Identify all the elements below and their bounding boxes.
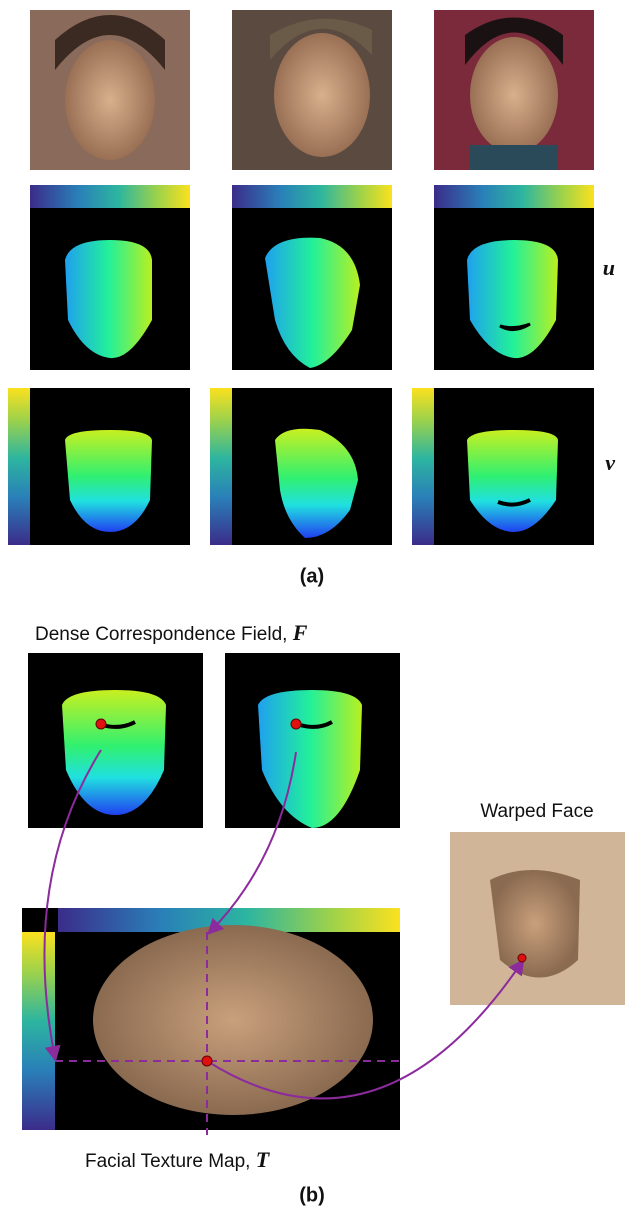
figure: u v (a) Dense Correspondence Field, F Wa… <box>0 0 625 1214</box>
row-label: u <box>603 255 615 280</box>
warped-face <box>450 832 625 1005</box>
texture-map <box>22 908 400 1135</box>
texture-caption: Facial Texture Map, T <box>85 1147 271 1172</box>
photos <box>30 10 594 170</box>
field-title: Dense Correspondence Field, F <box>35 620 308 645</box>
v-maps <box>8 388 594 545</box>
caption: (b) <box>299 1184 325 1206</box>
caption: (a) <box>300 565 324 587</box>
warped-title: Warped Face <box>480 801 593 822</box>
u-maps <box>30 185 594 370</box>
field-maps <box>28 653 400 828</box>
row-label: v <box>605 450 615 475</box>
